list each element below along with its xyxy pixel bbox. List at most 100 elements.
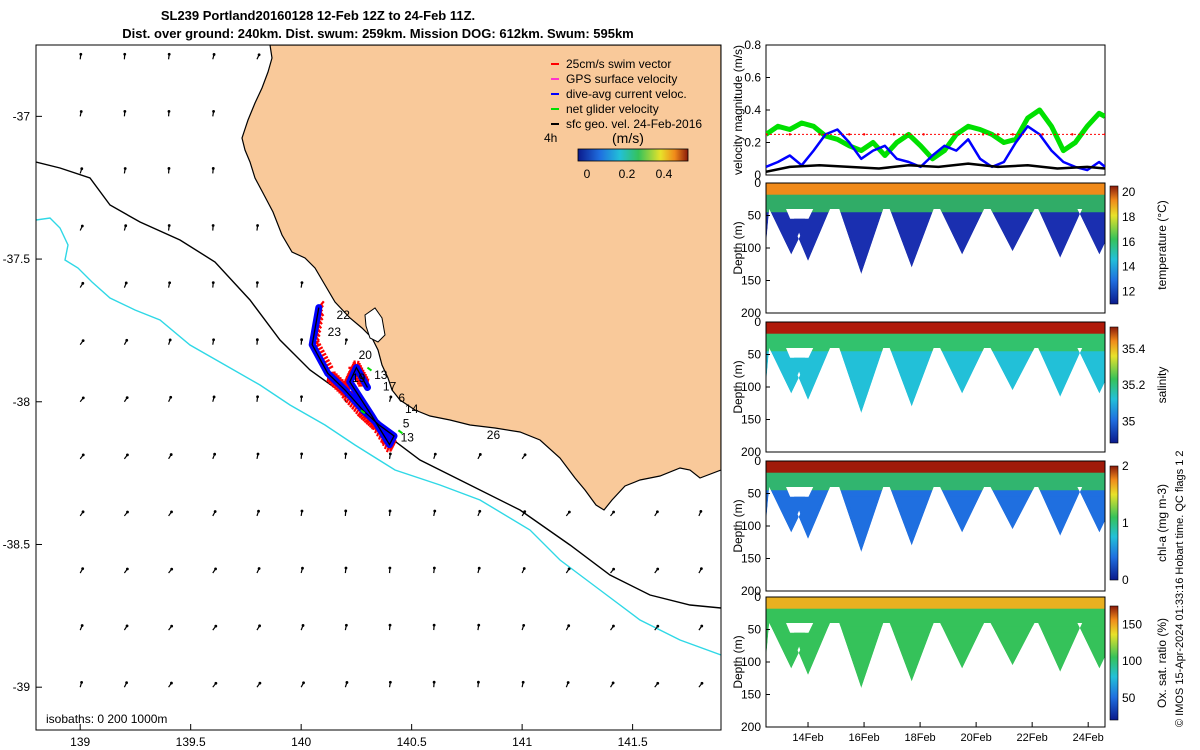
geo-arrow-head — [170, 510, 173, 514]
legend-label-current: dive-avg current veloc. — [566, 87, 687, 101]
section-colorbar-tick: 18 — [1122, 210, 1136, 224]
velocity-y-tick-label: 0.2 — [744, 136, 761, 150]
geo-arrow-head — [126, 510, 129, 514]
geo-arrow-head — [211, 224, 215, 227]
section-dive-core — [777, 632, 806, 665]
section-colorbar — [1109, 185, 1119, 305]
section-y-tick-label: 0 — [754, 315, 761, 329]
geo-arrow-head — [478, 509, 482, 513]
geo-arrow-head — [567, 567, 571, 571]
geo-arrow-head — [256, 452, 260, 456]
geo-arrow-head — [81, 453, 85, 457]
geo-arrow-head — [522, 567, 526, 570]
gps-velocity-point — [952, 133, 955, 136]
day-label: 20 — [359, 348, 373, 362]
section-surface-layer — [766, 461, 1105, 473]
geo-arrow-head — [214, 624, 218, 628]
geostrophic-velocity-arrows — [79, 52, 704, 688]
section-dive-core — [948, 218, 977, 251]
geo-arrow-head — [388, 452, 392, 456]
section-y-tick-label: 0 — [754, 454, 761, 468]
velocity-y-tick-label: 0 — [754, 168, 761, 182]
geo-arrow-head — [523, 453, 527, 457]
geo-arrow-head — [169, 395, 173, 399]
geo-arrow-head — [126, 453, 129, 457]
date-tick-label: 22Feb — [1017, 732, 1048, 744]
section-dive-core — [794, 632, 823, 672]
day-label: 13 — [374, 368, 388, 382]
geo-arrow-head — [170, 567, 174, 571]
section-dive-core — [777, 496, 806, 529]
net-velocity-mark — [360, 409, 366, 415]
date-tick-label: 24Feb — [1073, 732, 1104, 744]
section-colorbar-tick: 20 — [1122, 185, 1136, 199]
section-dive-core — [1085, 496, 1105, 529]
gps-velocity-point — [848, 133, 851, 136]
geo-arrow-head — [567, 624, 571, 628]
section-y-tick-label: 150 — [741, 552, 761, 566]
legend-item-net: net glider velocity — [551, 102, 659, 116]
section-y-label: Depth (m) — [731, 635, 745, 688]
isobath-legend-text: isobaths: 0 200 1000m — [46, 712, 167, 726]
net-velocity-mark — [397, 429, 403, 435]
map-y-ticks: -37 -37.5 -38 -38.5 -39 — [3, 109, 42, 694]
section-y-tick-label: 50 — [748, 487, 762, 501]
section-y-tick-label: 100 — [741, 241, 761, 255]
geo-arrow-head — [699, 567, 703, 571]
section-mask — [766, 623, 1105, 727]
velocity-y-label: velocity magnitude (m/s) — [731, 45, 745, 175]
map-x-ticks: 139 139.5 140 140.5 141 141.5 — [70, 724, 648, 749]
section-dive-core — [948, 496, 977, 529]
geo-arrow-head — [79, 52, 83, 56]
day-label: 13 — [401, 431, 415, 445]
section-colorbar-tick: 12 — [1122, 285, 1136, 299]
section-colorbar-tick: 100 — [1122, 654, 1142, 668]
geo-arrow-head — [258, 681, 262, 685]
section-mask — [766, 487, 1105, 591]
geo-arrow-head — [211, 281, 215, 285]
section-colorbar-tick: 50 — [1122, 691, 1136, 705]
section-data — [766, 322, 1105, 452]
geo-arrow-head — [213, 510, 217, 513]
geo-arrow-head — [301, 566, 304, 570]
map-x-tick-label: 140.5 — [397, 735, 427, 749]
velocity-panel: 0 0.2 0.4 0.6 0.8 velocity magnitude (m/s) — [731, 38, 1106, 182]
geo-arrow-head — [125, 624, 129, 628]
geo-arrow-head — [301, 624, 305, 627]
section-y-tick-label: 100 — [741, 655, 761, 669]
geo-arrow-head — [477, 680, 480, 684]
geo-arrow-head — [170, 681, 173, 685]
geo-arrow-head — [125, 567, 129, 571]
geo-arrow-head — [700, 624, 704, 628]
geo-arrow-head — [389, 395, 393, 399]
geo-arrow-head — [300, 338, 304, 342]
section-dive-core — [1046, 218, 1075, 254]
section-y-tick-label: 200 — [741, 584, 761, 598]
legend-item-current: dive-avg current veloc. — [551, 87, 687, 101]
colorbar-gradient — [577, 148, 689, 162]
section-dive-core — [998, 218, 1027, 248]
geo-arrow-head — [344, 452, 348, 456]
geo-arrow-head — [432, 680, 436, 684]
geo-arrow-head — [567, 510, 571, 514]
gps-velocity-point — [1071, 133, 1074, 136]
geo-arrow-head — [169, 453, 173, 456]
section-dive-core — [897, 632, 926, 678]
day-label: 6 — [398, 391, 405, 405]
section-data — [766, 461, 1105, 591]
legend-label-net: net glider velocity — [566, 102, 659, 116]
geo-arrow-head — [257, 53, 261, 57]
date-tick-label: 18Feb — [904, 732, 935, 744]
velocity-y-tick-label: 0.4 — [744, 103, 761, 117]
section-colorbar-tick: 14 — [1122, 260, 1136, 274]
geo-arrow-head — [123, 167, 127, 170]
colorbar-tick-0: 0 — [584, 167, 591, 181]
legend-label-gps: GPS surface velocity — [566, 72, 677, 86]
glider-track — [308, 300, 403, 453]
geo-arrow-head — [612, 624, 615, 628]
map-frame — [35, 44, 722, 731]
geo-arrow-head — [81, 339, 85, 343]
